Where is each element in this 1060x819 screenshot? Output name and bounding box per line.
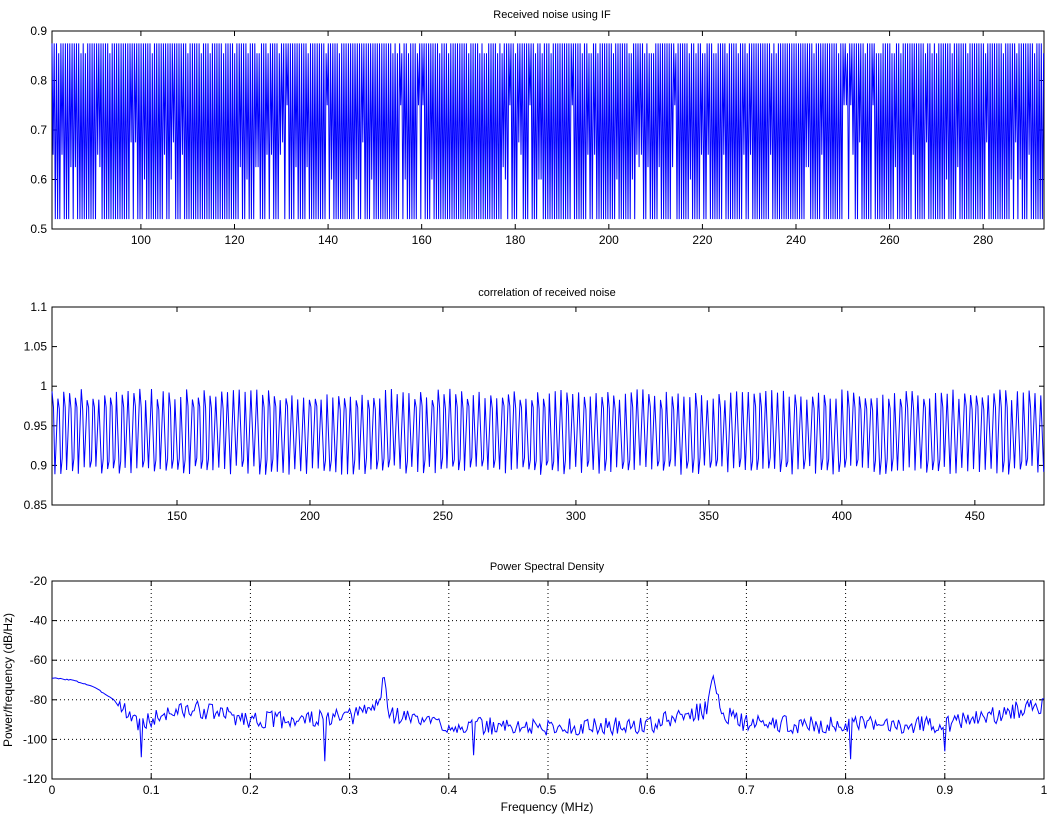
x-tick-label: 200 — [300, 509, 320, 523]
series-line — [51, 388, 1045, 475]
y-tick-label: 0.5 — [30, 222, 47, 236]
y-tick-label: -100 — [23, 732, 47, 746]
x-tick-label: 160 — [412, 233, 432, 247]
y-tick-label: 1.1 — [30, 300, 47, 314]
x-tick-label: 300 — [566, 509, 586, 523]
x-tick-label: 240 — [786, 233, 806, 247]
y-tick-label: -120 — [23, 772, 47, 786]
y-tick-label: 0.85 — [24, 498, 48, 512]
y-tick-label: 0.8 — [30, 74, 47, 88]
y-tick-label: 1 — [40, 379, 47, 393]
axis-ticks: 150 200 250 300 350 400 450 0.85 0.9 0.95 1 1.05 1.1 — [24, 300, 1044, 523]
y-tick-label: 0.6 — [30, 173, 47, 187]
y-axis-label: Power/frequency (dB/Hz) — [1, 613, 15, 747]
y-tick-label: -20 — [30, 574, 48, 588]
y-tick-label: 0.7 — [30, 123, 47, 137]
y-tick-label: 0.95 — [24, 419, 48, 433]
x-tick-label: 180 — [505, 233, 525, 247]
x-tick-label: 0.3 — [341, 783, 358, 797]
x-tick-label: 0.9 — [936, 783, 953, 797]
x-tick-label: 150 — [167, 509, 187, 523]
series-line — [51, 674, 1045, 762]
y-tick-label: -40 — [30, 614, 48, 628]
x-tick-label: 220 — [692, 233, 712, 247]
x-tick-label: 400 — [832, 509, 852, 523]
subplot-psd: Power Spectral Density 0 0.1 0.2 0.3 0.4 0.5 0… — [1, 561, 1048, 814]
y-tick-label: 1.05 — [24, 340, 48, 354]
y-tick-label: 0.9 — [30, 24, 47, 38]
x-tick-label: 120 — [224, 233, 244, 247]
plot-area — [51, 306, 1045, 506]
x-tick-label: 140 — [318, 233, 338, 247]
chart-title: Power Spectral Density — [490, 561, 605, 573]
x-tick-label: 100 — [131, 233, 151, 247]
x-axis-label: Frequency (MHz) — [501, 800, 594, 814]
x-tick-label: 0 — [49, 783, 56, 797]
subplot-received-noise: Received noise using IF 100 120 140 160 180 2… — [30, 9, 1045, 247]
x-tick-label: 200 — [599, 233, 619, 247]
subplot-correlation: correlation of received noise 150 200 250 3… — [24, 287, 1045, 523]
x-tick-label: 280 — [973, 233, 993, 247]
axis-ticks: 0 0.1 0.2 0.3 0.4 0.5 0.6 0.7 0.8 0.9 1 -120 -100 -80… — [23, 574, 1048, 797]
x-tick-label: 0.6 — [639, 783, 656, 797]
chart-title: Received noise using IF — [493, 9, 611, 21]
x-tick-label: 1 — [1041, 783, 1048, 797]
x-tick-label: 260 — [880, 233, 900, 247]
axis-ticks: 100 120 140 160 180 200 220 240 260 280 0.5 0.6 0.7 0… — [30, 24, 1044, 247]
x-tick-label: 350 — [699, 509, 719, 523]
chart-title: correlation of received noise — [478, 287, 616, 299]
grid — [52, 581, 1044, 779]
y-tick-label: 0.9 — [30, 458, 47, 472]
series-line — [51, 43, 1045, 220]
x-tick-label: 0.7 — [738, 783, 755, 797]
x-tick-label: 0.1 — [143, 783, 160, 797]
x-tick-label: 0.2 — [242, 783, 259, 797]
x-tick-label: 0.8 — [837, 783, 854, 797]
x-tick-label: 0.5 — [540, 783, 557, 797]
x-tick-label: 250 — [433, 509, 453, 523]
x-tick-label: 0.4 — [440, 783, 457, 797]
y-tick-label: -60 — [30, 653, 48, 667]
x-tick-label: 450 — [965, 509, 985, 523]
y-tick-label: -80 — [30, 693, 48, 707]
